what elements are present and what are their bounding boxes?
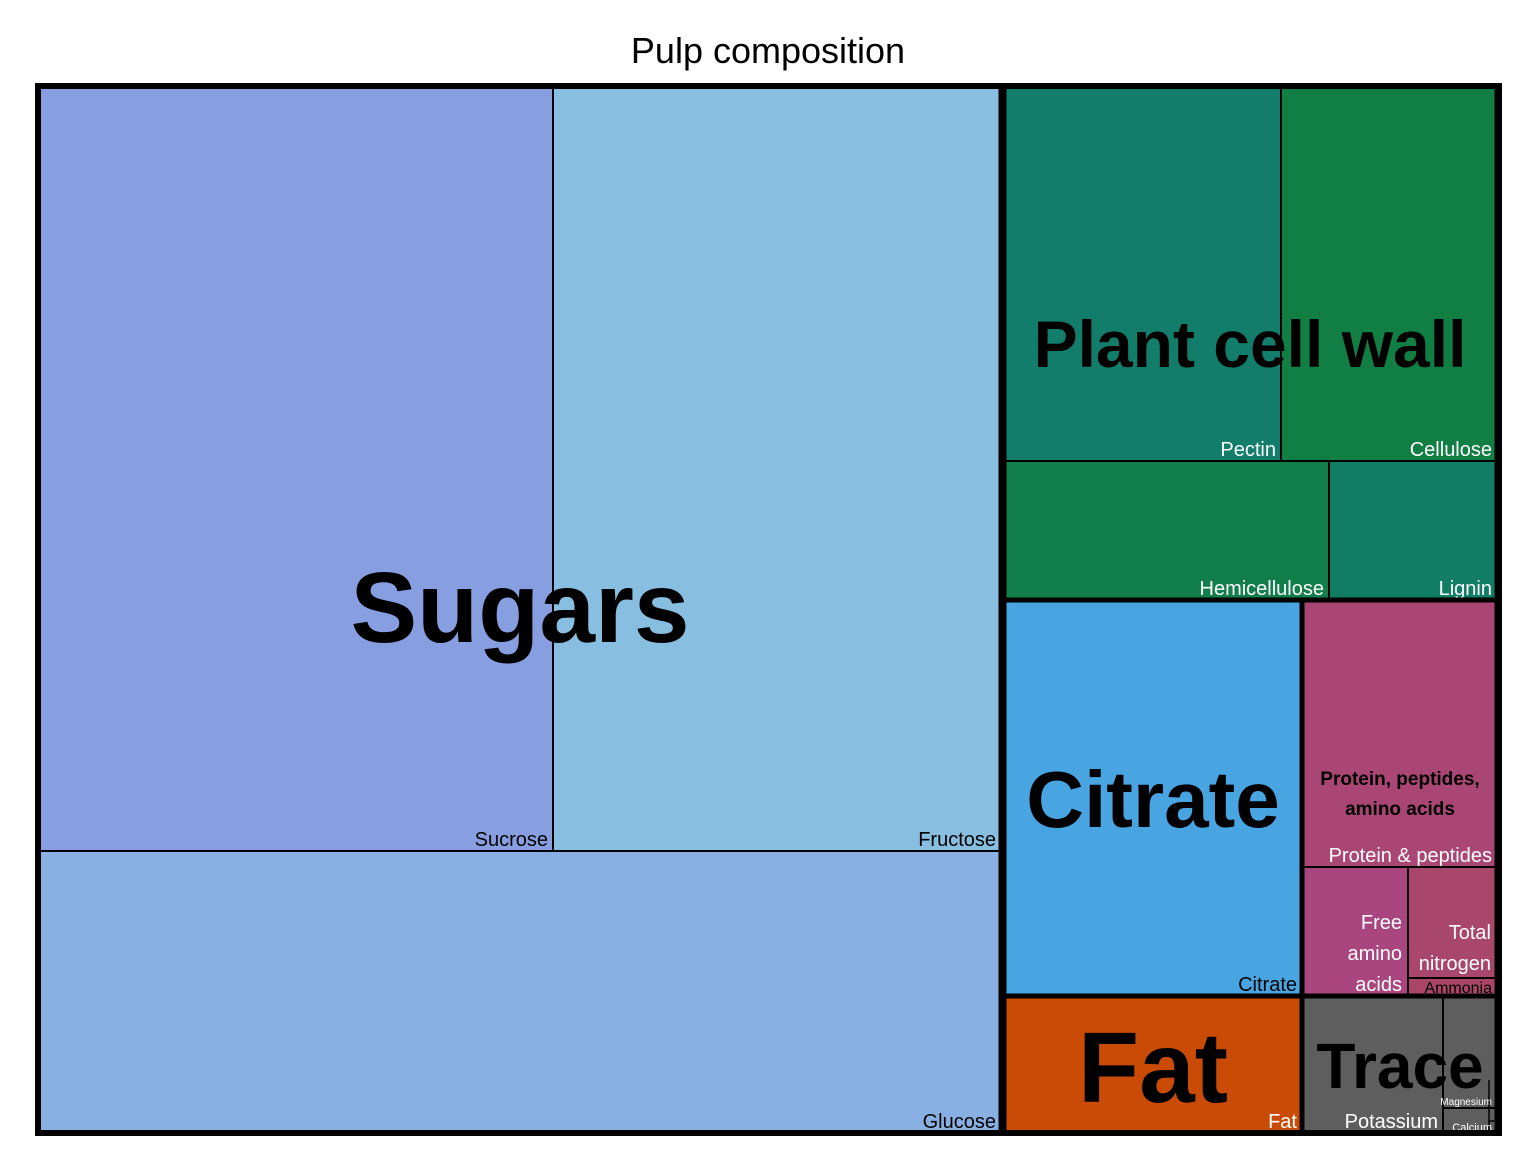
tile-sucrose (37, 85, 554, 852)
chart-frame (35, 83, 1502, 1136)
group-label-protein-peptides-amino-acids-1: amino acids (1345, 799, 1455, 820)
tile-label-lignin: Lignin (1439, 578, 1492, 600)
tile-label-pectin: Pectin (1220, 439, 1276, 461)
group-label-sugars: Sugars (350, 552, 689, 664)
tile-label-citrate: Citrate (1238, 974, 1297, 996)
group-label-protein-peptides-amino-acids-0: Protein, peptides, (1320, 769, 1479, 790)
tile-potassium (1301, 995, 1444, 1134)
tile-fructose (552, 85, 1002, 852)
tile-glucose (37, 850, 1002, 1134)
group-label-trace: Trace (1316, 1030, 1483, 1102)
group-label-citrate: Citrate (1026, 755, 1279, 844)
tile-label-glucose: Glucose (923, 1111, 996, 1133)
tile-hemicellulose (1003, 460, 1330, 601)
tile-label-fructose: Fructose (918, 829, 996, 851)
tile-lignin (1328, 460, 1498, 601)
group-label-fat: Fat (1078, 1012, 1228, 1124)
tile-label-free-amino-acids-1: amino (1348, 943, 1402, 965)
tile-label-cellulose: Cellulose (1410, 439, 1492, 461)
tile-label-total-nitrogen-1: nitrogen (1419, 953, 1491, 975)
tile-citrate (1003, 599, 1303, 997)
tile-label-magnesium: Magnesium (1440, 1097, 1492, 1108)
tile-label-fat: Fat (1268, 1111, 1297, 1133)
tile-label-hemicellulose: Hemicellulose (1200, 578, 1325, 600)
tile-label-free-amino-acids-2: acids (1355, 974, 1402, 996)
chart-title: Pulp composition (630, 30, 906, 71)
tile-pectin (1003, 85, 1282, 462)
tile-label-sucrose: Sucrose (475, 829, 548, 851)
tile-label-potassium: Potassium (1345, 1111, 1438, 1133)
tile-protein-peptides (1301, 599, 1498, 868)
tile-cellulose (1280, 85, 1498, 462)
tile-magnesium (1442, 995, 1498, 1109)
tile-fat (1003, 995, 1303, 1134)
tile-label-total-nitrogen-0: Total (1449, 922, 1491, 944)
group-label-plant-cell-wall: Plant cell wall (1034, 307, 1467, 381)
tile-label-free-amino-acids-0: Free (1361, 912, 1402, 934)
tile-label-protein-peptides: Protein & peptides (1329, 845, 1492, 867)
tile-label-ammonia: Ammonia (1424, 980, 1492, 997)
